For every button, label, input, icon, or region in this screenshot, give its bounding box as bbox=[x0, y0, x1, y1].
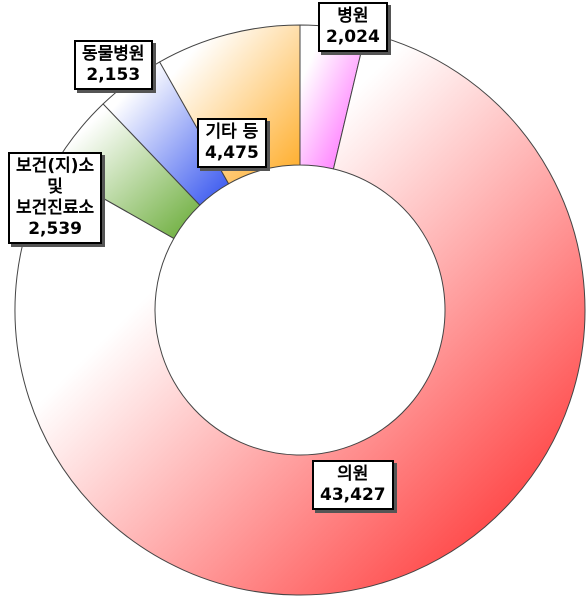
category-name: 기타 등 bbox=[205, 122, 259, 142]
category-name: 동물병원 bbox=[82, 44, 145, 64]
value-label: 2,153 bbox=[86, 65, 141, 85]
category-name: 보건(지)소 및 보건진료소 bbox=[16, 156, 95, 218]
value-label: 2,539 bbox=[28, 219, 82, 239]
slice-label: 보건(지)소 및 보건진료소 2,539 bbox=[8, 152, 103, 244]
category-name: 의원 bbox=[337, 464, 369, 484]
value-label: 4,475 bbox=[205, 143, 259, 163]
donut-slice bbox=[14, 32, 586, 596]
category-name: 병원 bbox=[337, 6, 369, 26]
value-label: 2,024 bbox=[326, 27, 380, 47]
slice-label: 기타 등 4,475 bbox=[197, 118, 267, 168]
value-label: 43,427 bbox=[320, 485, 386, 505]
slice-label: 의원 43,427 bbox=[312, 460, 394, 510]
slice-label: 동물병원 2,153 bbox=[74, 40, 153, 90]
slice-label: 병원 2,024 bbox=[318, 2, 388, 52]
